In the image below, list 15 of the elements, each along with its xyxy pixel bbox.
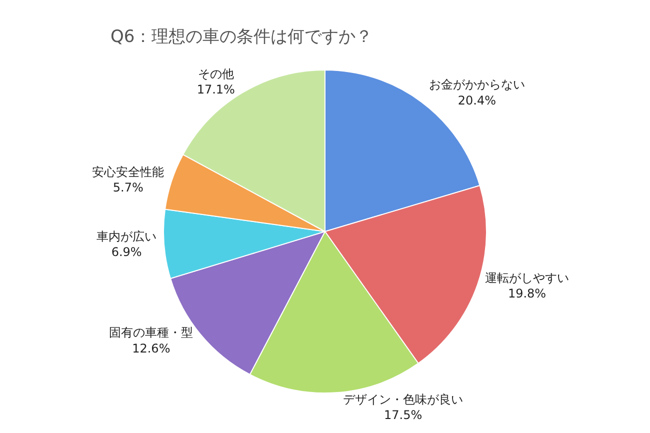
slice-label: 固有の車種・型	[109, 326, 194, 340]
data-label: 17.1%	[196, 82, 235, 97]
slice-label: その他	[198, 67, 234, 82]
data-label: 20.4%	[458, 93, 496, 108]
slice-label: お金がかからない	[428, 78, 525, 92]
data-label: 17.5%	[384, 408, 422, 422]
chart-title: Q6：理想の車の条件は何ですか？	[110, 27, 373, 48]
slice-label: デザイン・色味が良い	[343, 392, 464, 407]
data-label: 12.6%	[132, 341, 170, 356]
data-label: 6.9%	[111, 245, 142, 260]
data-label: 19.8%	[508, 286, 546, 301]
slice-label: 車内が広い	[96, 229, 157, 244]
data-label: 5.7%	[112, 180, 144, 194]
slice-label: 運転がしやすい	[485, 271, 570, 286]
slice-label: 安心安全性能	[92, 164, 164, 179]
